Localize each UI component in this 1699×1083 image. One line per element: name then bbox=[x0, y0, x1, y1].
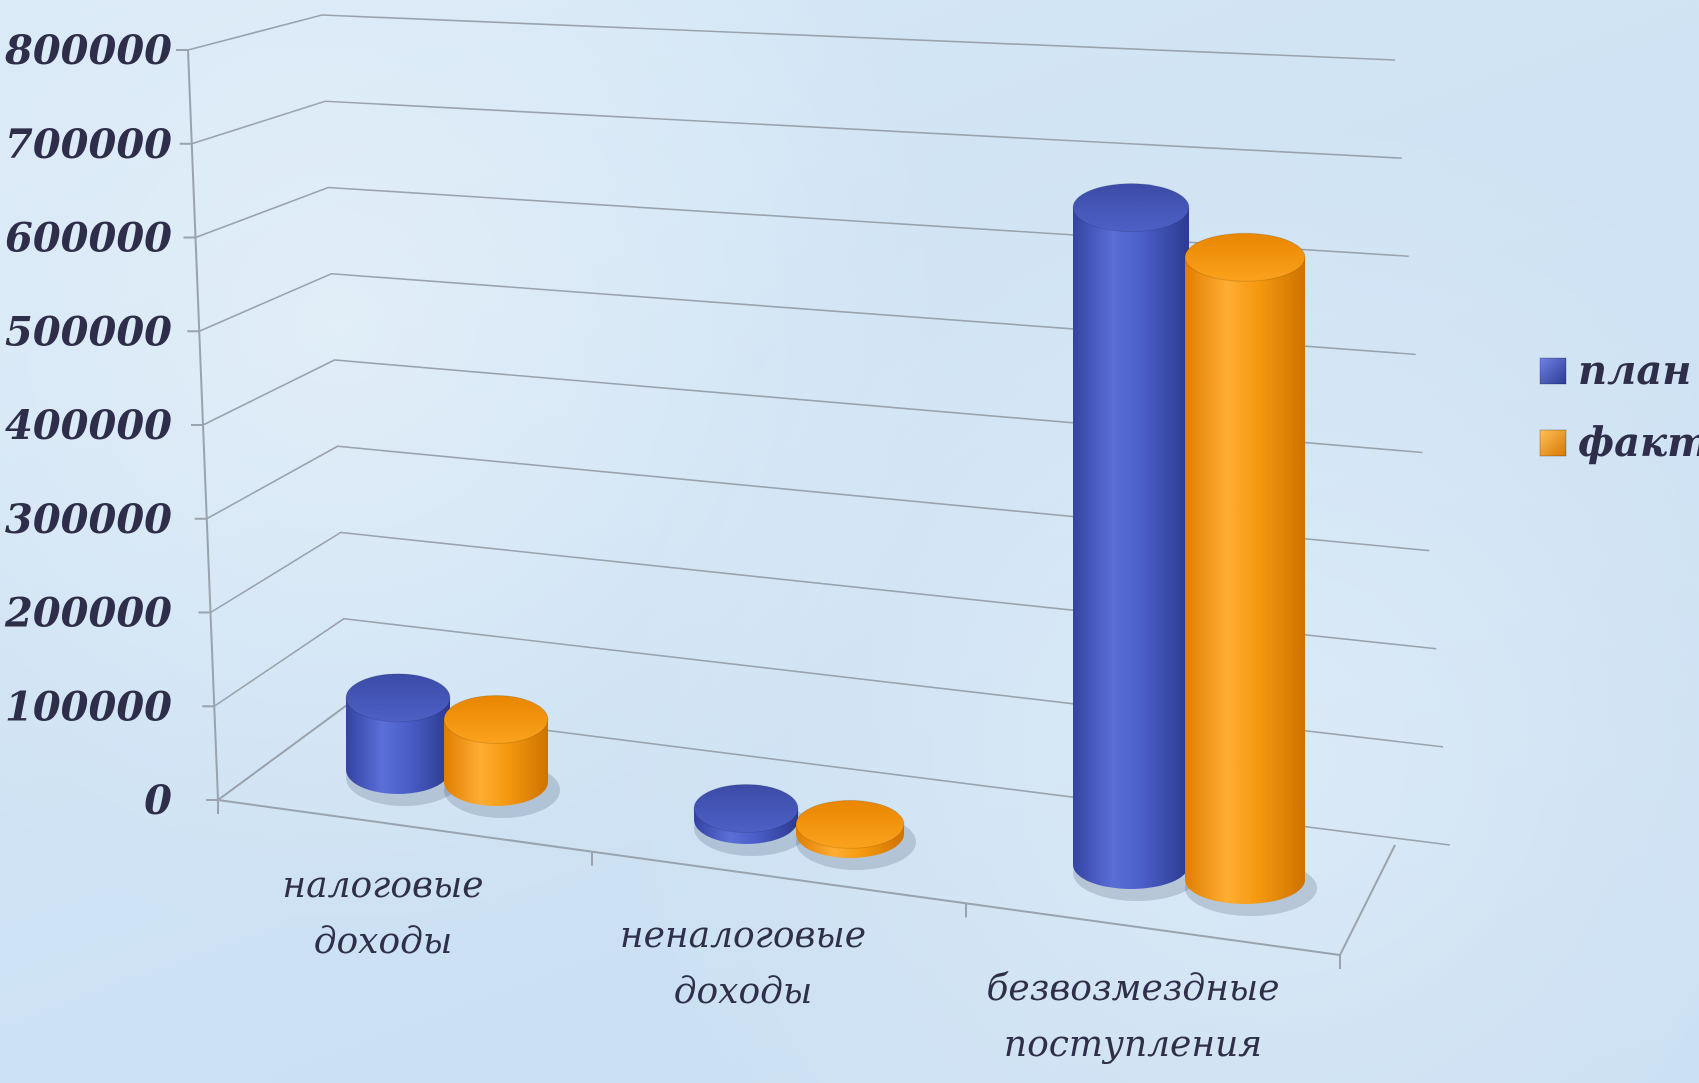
y-tick-label: 200000 bbox=[4, 590, 172, 637]
category-label: неналоговые доходы bbox=[620, 915, 866, 1012]
bar-body bbox=[346, 697, 450, 794]
category-label-line: доходы bbox=[314, 921, 453, 962]
bar-fact-1 bbox=[795, 799, 916, 870]
legend-item-fact: факт bbox=[1539, 419, 1699, 466]
bar-body bbox=[444, 719, 548, 806]
x-axis-line bbox=[217, 799, 1341, 956]
axes bbox=[176, 49, 1396, 969]
y-tick-label: 100000 bbox=[5, 683, 172, 730]
y-tick-label: 400000 bbox=[5, 402, 172, 449]
y-axis-ticks: 0 100000 200000 300000 400000 500000 600000 700… bbox=[4, 27, 172, 824]
category-label-line: налоговые bbox=[282, 865, 483, 906]
gridline bbox=[202, 359, 1423, 454]
y-tick-label: 800000 bbox=[4, 27, 172, 74]
x-axis-labels: налоговые доходы неналоговые доходы безвозме… bbox=[282, 865, 1279, 1065]
gridline bbox=[191, 100, 1402, 159]
bar-top bbox=[795, 799, 905, 849]
bar-top bbox=[345, 673, 451, 723]
bar-body bbox=[1185, 257, 1305, 904]
category-label: безвозмездные поступления bbox=[986, 968, 1279, 1065]
bar-plan-2 bbox=[1072, 183, 1201, 901]
legend-item-plan: план bbox=[1539, 347, 1691, 394]
bar-top bbox=[1072, 183, 1190, 233]
y-tick-label: 500000 bbox=[5, 308, 172, 355]
y-tick-label: 0 bbox=[144, 777, 172, 824]
bar-plan-0 bbox=[345, 673, 462, 806]
bar-fact-0 bbox=[443, 694, 560, 818]
category-label-line: поступления bbox=[1004, 1024, 1262, 1065]
category-label-line: доходы bbox=[674, 971, 813, 1012]
gridline bbox=[198, 272, 1416, 356]
bar-fact-2 bbox=[1184, 232, 1317, 916]
floor-right-edge bbox=[1339, 844, 1396, 956]
category-label: налоговые доходы bbox=[282, 865, 483, 962]
category-label-line: неналоговые bbox=[620, 915, 866, 956]
legend-swatch bbox=[1539, 357, 1567, 385]
gridline bbox=[210, 531, 1437, 650]
bar-plan-1 bbox=[693, 783, 810, 856]
legend-label: план bbox=[1578, 347, 1691, 394]
bar-body bbox=[1073, 207, 1189, 890]
gridlines bbox=[187, 14, 1451, 846]
bars bbox=[345, 183, 1317, 916]
bar-top bbox=[693, 783, 799, 833]
gridline bbox=[187, 14, 1396, 61]
legend-label: факт bbox=[1578, 419, 1699, 466]
gridline bbox=[195, 186, 1409, 258]
bar-top bbox=[443, 694, 549, 744]
bar-top bbox=[1184, 232, 1306, 282]
legend-swatch bbox=[1539, 429, 1567, 457]
y-tick-label: 600000 bbox=[5, 215, 172, 262]
floor-left-edge bbox=[217, 704, 348, 801]
legend: план факт bbox=[1539, 347, 1699, 466]
y-tick-label: 300000 bbox=[5, 496, 172, 543]
gridline bbox=[206, 445, 1430, 552]
y-tick-label: 700000 bbox=[5, 121, 172, 168]
category-label-line: безвозмездные bbox=[986, 968, 1279, 1009]
